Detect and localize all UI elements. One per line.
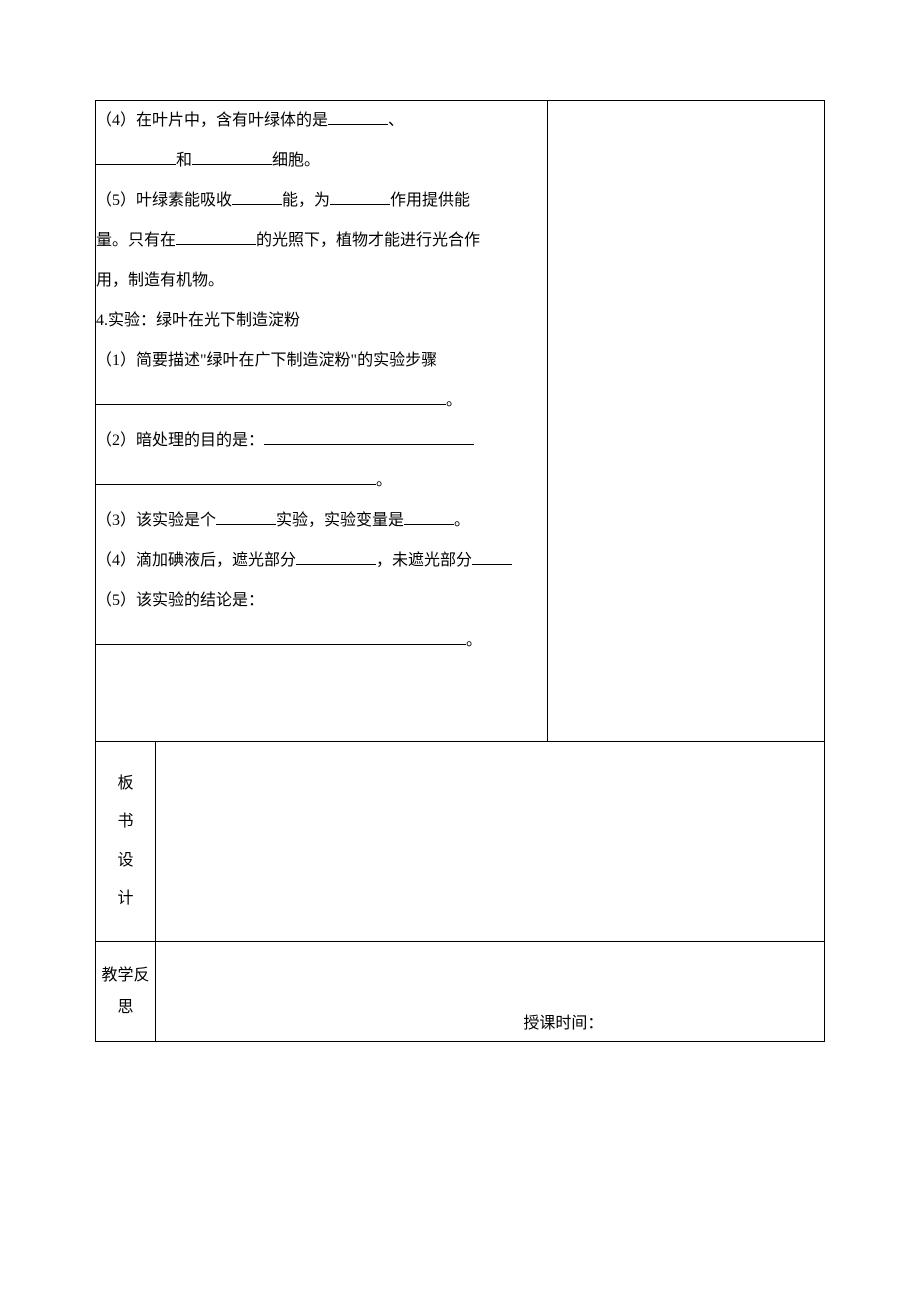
worksheet-table: （4）在叶片中，含有叶绿体的是、 和细胞。 （5）叶绿素能吸收能，为作用提供能 … [95,100,825,1042]
question-5: （5）叶绿素能吸收 能，为 作用提供能 [96,181,547,221]
question-5-line2: 量。只有在 的光照下，植物才能进行光合作 [96,221,547,261]
s4-b: ，未遮光部分 [376,552,472,569]
sub-1-blank: 。 [96,381,547,421]
fansi-label: 教学反 思 [96,960,155,1024]
q5-blank-1 [232,189,282,205]
s1-blank [96,389,446,405]
right-blank-cell [547,101,824,742]
q5-blank-3 [176,229,256,245]
sub-2-line2: 。 [96,461,547,501]
q4-mid: 和 [176,152,192,169]
banshu-c3: 设 [117,852,133,869]
q4-text-a: （4）在叶片中，含有叶绿体的是 [96,112,328,129]
q4-blank-2 [96,149,176,165]
banshu-c1: 板 [117,775,133,792]
s3-blank-1 [216,509,276,525]
q5-b: 能，为 [282,192,330,209]
sub-5: （5）该实验的结论是： [96,581,547,621]
s3-period: 。 [454,512,470,529]
main-content-cell: （4）在叶片中，含有叶绿体的是、 和细胞。 （5）叶绿素能吸收能，为作用提供能 … [96,101,548,742]
sub-5-blank: 。 [96,621,547,661]
q5-d: 的光照下，植物才能进行光合作 [256,232,480,249]
q5-c-part1: 作用提供能 [390,192,470,209]
sub-3: （3）该实验是个 实验，实验变量是 。 [96,501,547,541]
banshu-label-cell: 板 书 设 计 [96,742,156,942]
s1-period: 。 [446,392,462,409]
banshu-row: 板 书 设 计 [96,742,825,942]
fansi-row: 教学反 思 授课时间： [96,942,825,1042]
s2-period: 。 [376,472,392,489]
item4-title: 4.实验：绿叶在光下制造淀粉 [96,301,547,341]
s3-b: 实验，实验变量是 [276,512,404,529]
s4-a: （4）滴加碘液后，遮光部分 [96,552,296,569]
q4-blank-3 [192,149,272,165]
questions-block: （4）在叶片中，含有叶绿体的是、 和细胞。 （5）叶绿素能吸收能，为作用提供能 … [96,101,547,741]
fansi-line2: 思 [117,999,133,1016]
sub-2: （2）暗处理的目的是： [96,421,547,461]
banshu-label: 板 书 设 计 [96,765,155,919]
spacer [96,661,547,701]
q5-a: （5）叶绿素能吸收 [96,192,232,209]
q4-sep: 、 [388,112,404,129]
banshu-c2: 书 [117,813,133,830]
fansi-line1: 教学反 [101,967,149,984]
content-row: （4）在叶片中，含有叶绿体的是、 和细胞。 （5）叶绿素能吸收能，为作用提供能 … [96,101,825,742]
fansi-content-cell: 授课时间： [156,942,825,1042]
q4-end: 细胞。 [272,152,320,169]
s4-blank-2 [472,549,512,565]
question-4-line2: 和 细胞。 [96,141,547,181]
s4-blank-1 [296,549,376,565]
q5-d-end: 用，制造有机物。 [96,272,224,289]
spacer-2 [96,701,547,741]
question-5-line3: 用，制造有机物。 [96,261,547,301]
q5-blank-2 [330,189,390,205]
s2-label: （2）暗处理的目的是： [96,432,264,449]
s5-blank [96,629,466,645]
q4-blank-1 [328,109,388,125]
s2-blank-2 [96,469,376,485]
sub-1: （1）简要描述"绿叶在广下制造淀粉"的实验步骤 [96,341,547,381]
s2-blank-1 [264,429,474,445]
fansi-label-cell: 教学反 思 [96,942,156,1042]
sub-4: （4）滴加碘液后，遮光部分 ，未遮光部分 [96,541,547,581]
s3-blank-2 [404,509,454,525]
banshu-c4: 计 [117,890,133,907]
q5-c-part2: 量。只有在 [96,232,176,249]
shouke-label: 授课时间： [523,1009,603,1033]
banshu-content-cell [156,742,825,942]
question-4: （4）在叶片中，含有叶绿体的是 、 [96,101,547,141]
s5-period: 。 [466,632,482,649]
s3-a: （3）该实验是个 [96,512,216,529]
